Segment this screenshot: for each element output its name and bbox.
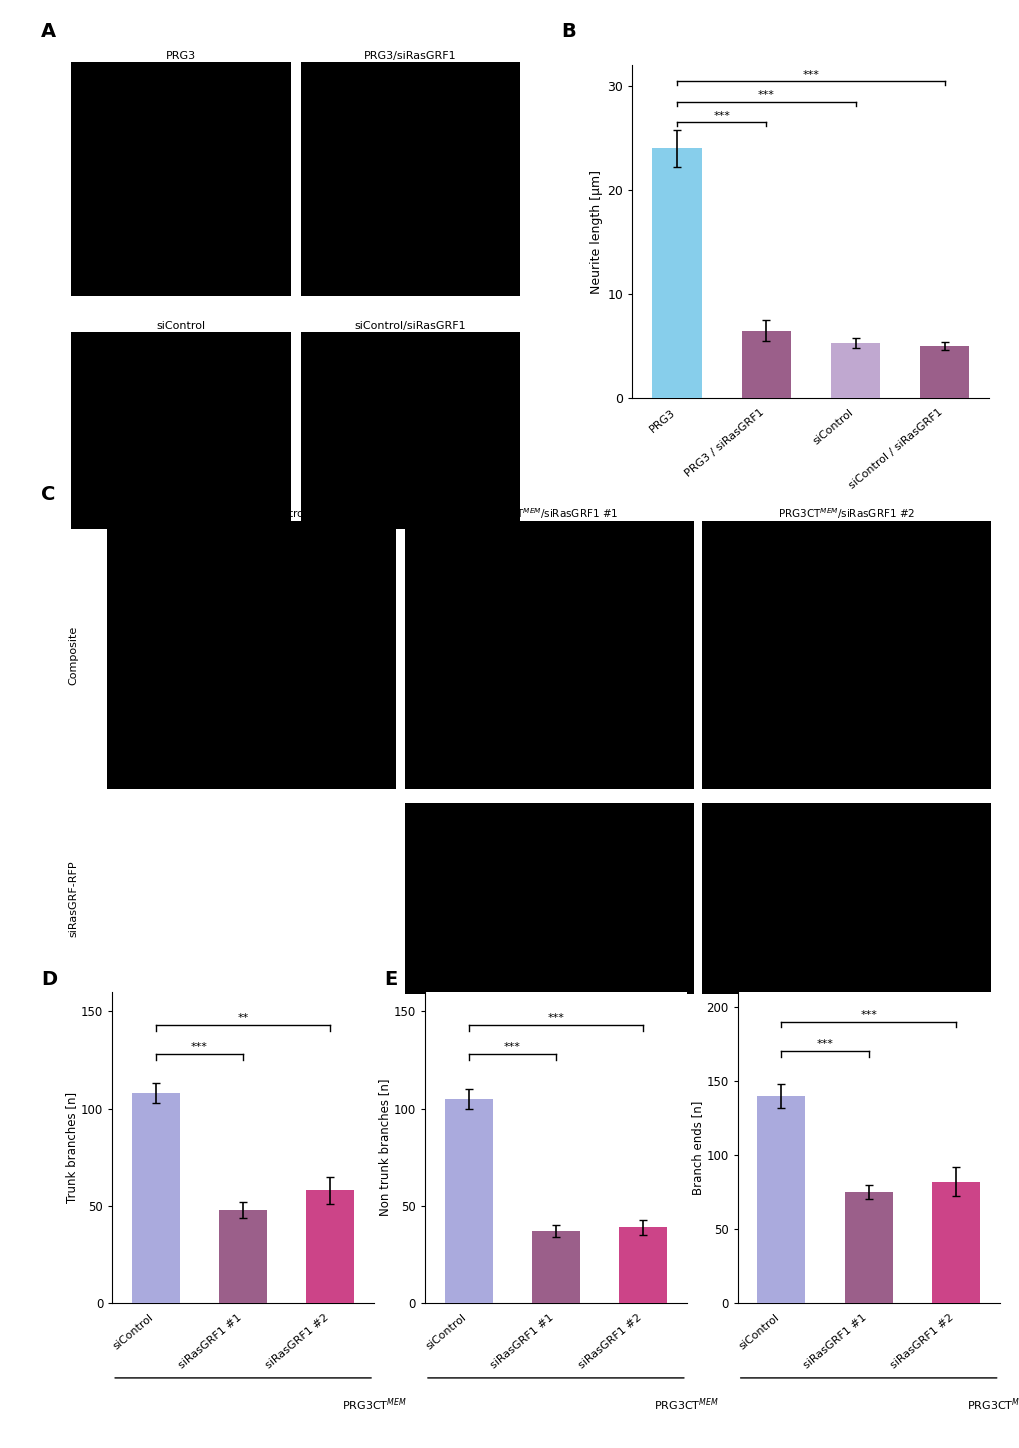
- Bar: [844, 1192, 892, 1303]
- Title: PRG3: PRG3: [166, 52, 196, 61]
- Text: E: E: [384, 970, 397, 989]
- Title: PRG3CT$^{MEM}$/siRasGRF1 #2: PRG3CT$^{MEM}$/siRasGRF1 #2: [777, 507, 914, 521]
- Bar: [531, 1231, 580, 1303]
- Text: ***: ***: [547, 1014, 564, 1024]
- Title: siControl: siControl: [156, 321, 206, 332]
- Text: ***: ***: [712, 111, 730, 122]
- Y-axis label: Non trunk branches [n]: Non trunk branches [n]: [378, 1079, 390, 1216]
- Bar: [931, 1182, 979, 1303]
- Bar: [444, 1099, 492, 1303]
- Title: PRG3/siRasGRF1: PRG3/siRasGRF1: [364, 52, 457, 61]
- Text: ***: ***: [757, 90, 774, 100]
- Text: PRG3CT$^{MEM}$: PRG3CT$^{MEM}$: [654, 1396, 718, 1413]
- Bar: [830, 343, 879, 398]
- Title: siControl/siRasGRF1: siControl/siRasGRF1: [355, 321, 466, 332]
- Bar: [919, 346, 968, 398]
- Text: C: C: [41, 485, 55, 504]
- Text: ***: ***: [503, 1043, 520, 1053]
- Bar: [306, 1190, 354, 1303]
- Text: ***: ***: [816, 1040, 833, 1050]
- Text: siRasGRF-RFP: siRasGRF-RFP: [68, 860, 78, 937]
- Text: ***: ***: [191, 1043, 208, 1053]
- Text: ***: ***: [859, 1009, 876, 1019]
- Y-axis label: Trunk branches [n]: Trunk branches [n]: [65, 1092, 78, 1203]
- Text: PRG3CT$^{MEM}$: PRG3CT$^{MEM}$: [341, 1396, 406, 1413]
- Text: B: B: [560, 22, 575, 41]
- Text: D: D: [41, 970, 57, 989]
- Bar: [219, 1211, 267, 1303]
- Y-axis label: Neurite length [μm]: Neurite length [μm]: [590, 169, 603, 294]
- Bar: [131, 1093, 179, 1303]
- Title: PRG3CT$^{MEM}$/siRasGRF1 #1: PRG3CT$^{MEM}$/siRasGRF1 #1: [480, 507, 618, 521]
- Text: Composite: Composite: [68, 626, 78, 685]
- Text: **: **: [237, 1014, 249, 1024]
- Bar: [741, 330, 790, 398]
- Text: PRG3CT$^{MEM}$: PRG3CT$^{MEM}$: [966, 1396, 1019, 1413]
- Bar: [652, 149, 701, 398]
- Title: PRG3CT$^{MEM}$/siControl: PRG3CT$^{MEM}$/siControl: [197, 507, 307, 521]
- Bar: [757, 1096, 805, 1303]
- Text: A: A: [41, 22, 56, 41]
- Text: ***: ***: [802, 70, 818, 80]
- Y-axis label: Branch ends [n]: Branch ends [n]: [690, 1100, 703, 1195]
- Bar: [619, 1228, 666, 1303]
